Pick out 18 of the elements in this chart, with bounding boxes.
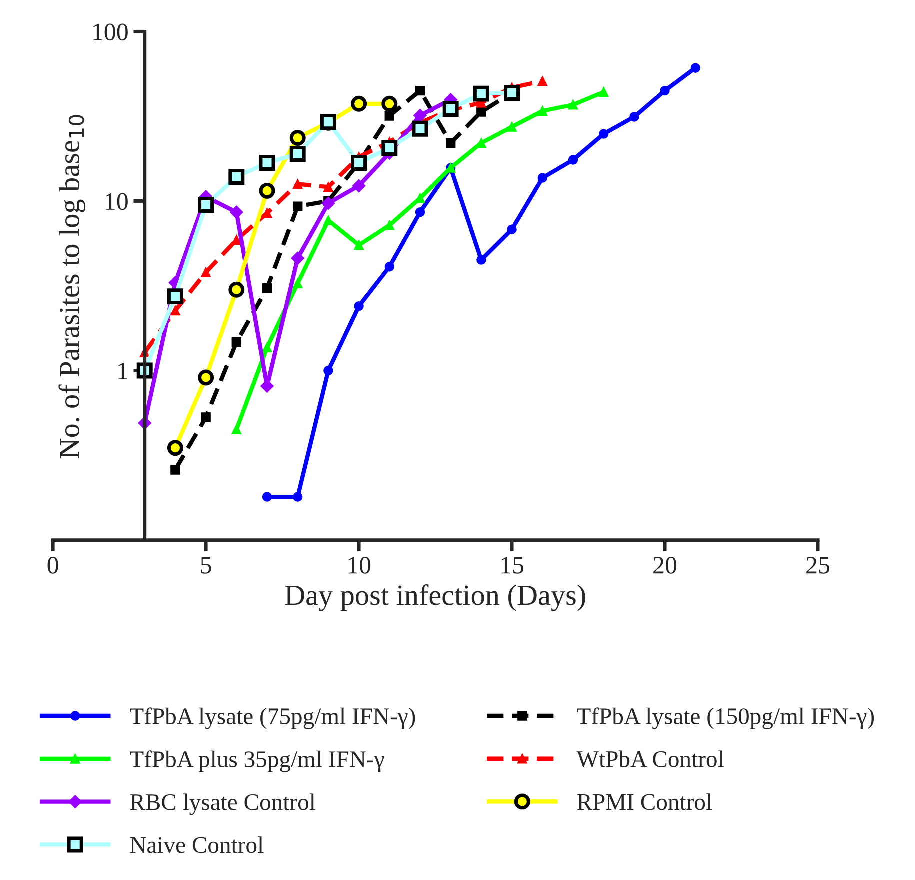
legend-label: TfPbA lysate (150pg/ml IFN-γ)	[577, 708, 874, 730]
legend-label: RPMI Control	[577, 794, 712, 810]
x-tick-label: 20	[654, 557, 677, 574]
y-tick-label: 100	[94, 24, 128, 41]
legend-label: WtPbA Control	[576, 750, 724, 768]
x-tick-label: 0	[48, 557, 58, 574]
y-axis-title: No. of Parasites to log base$_{10}$	[58, 115, 86, 458]
x-tick-label: 10	[348, 557, 371, 574]
legend-label: TfPbA plus 35pg/ml IFN-γ	[130, 750, 384, 772]
x-tick-label: 15	[502, 557, 524, 574]
x-axis-title: Day post infection (Days)	[285, 584, 586, 612]
y-tick-label: 10	[106, 193, 128, 210]
legend-label: Naive Control	[130, 836, 264, 854]
legend-label: TfPbA lysate (75pg/ml IFN-γ)	[130, 708, 416, 730]
x-tick-label: 5	[201, 557, 212, 574]
y-tick-label: 1	[118, 362, 128, 380]
legend-label: RBC lysate Control	[130, 794, 316, 816]
x-tick-label: 25	[806, 557, 830, 574]
